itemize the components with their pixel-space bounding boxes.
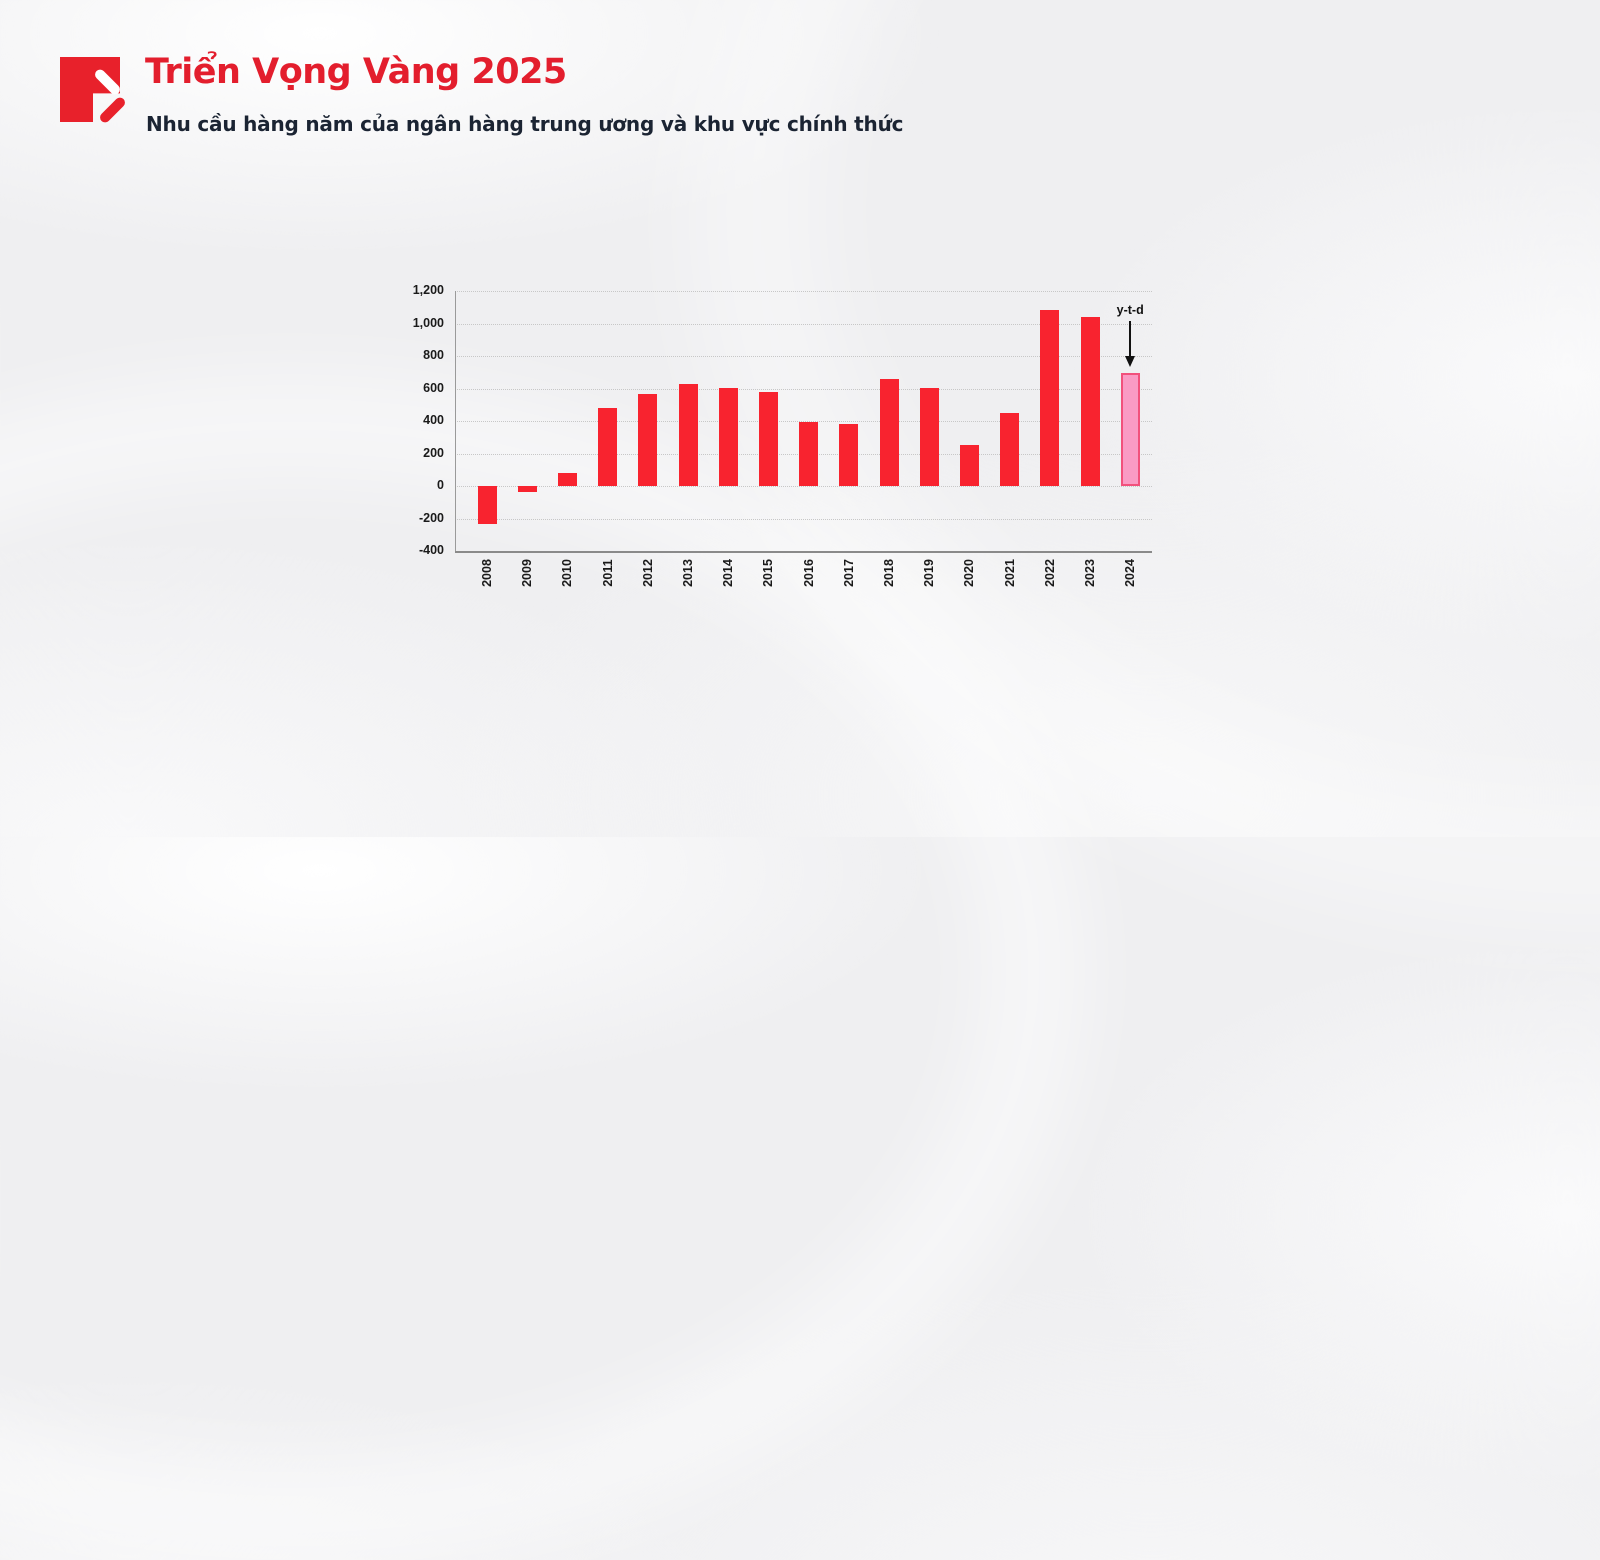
gridline-400	[455, 421, 1152, 422]
bar-2017	[839, 424, 859, 486]
x-axis-tick-2018: 2018	[882, 559, 896, 587]
bar-2024	[1120, 373, 1140, 486]
bar-2009	[517, 486, 537, 492]
x-axis-tick-2024: 2024	[1123, 559, 1138, 587]
x-axis-tick-2023: 2023	[1083, 559, 1097, 587]
bar-2023	[1080, 317, 1100, 486]
x-axis-tick-2008: 2008	[480, 559, 494, 587]
bar-2011	[598, 407, 618, 486]
bar-2018	[879, 379, 899, 486]
bar-2016	[799, 421, 819, 486]
y-axis-tick--400: -400	[418, 543, 444, 557]
x-axis-tick-2014: 2014	[721, 559, 736, 587]
gridline-600	[455, 388, 1152, 390]
bar-2010	[557, 473, 577, 486]
x-axis-tick-2021: 2021	[1002, 559, 1017, 587]
y-axis-tick-1000: 1,000	[412, 315, 444, 330]
bar-2019	[919, 387, 939, 486]
bar-2014	[718, 388, 738, 486]
bar-2022	[1040, 310, 1060, 486]
bar-chart: 1,200 1,000 800 600 400 200 0 -200 -400 2008 2009 2…	[386, 275, 1196, 605]
ytd-arrow-head-icon	[1125, 356, 1136, 368]
x-axis-tick-2012: 2012	[640, 559, 655, 587]
y-axis-tick-400: 400	[423, 413, 444, 427]
gridline-1000	[455, 323, 1152, 325]
y-axis-tick--200: -200	[418, 510, 444, 525]
bar-2015	[758, 391, 778, 486]
bar-2020	[959, 444, 979, 486]
x-axis-tick-2015: 2015	[761, 559, 776, 587]
logo-slash-red-icon	[98, 95, 127, 125]
y-axis-tick-200: 200	[423, 445, 444, 460]
ytd-arrow-line	[1129, 321, 1132, 358]
x-axis-tick-2020: 2020	[962, 559, 977, 587]
x-axis-tick-2013: 2013	[681, 559, 695, 587]
y-axis-tick-0: 0	[437, 478, 444, 492]
y-axis-tick-600: 600	[423, 380, 444, 395]
x-axis-tick-2016: 2016	[801, 559, 816, 587]
x-axis-tick-2009: 2009	[520, 559, 535, 587]
bar-2013	[678, 383, 698, 486]
gridline--400	[455, 551, 1152, 553]
x-axis-tick-2022: 2022	[1042, 559, 1057, 587]
chart-subtitle: Nhu cầu hàng năm của ngân hàng trung ươn…	[146, 112, 904, 136]
x-axis-tick-2011: 2011	[600, 559, 615, 587]
gridline-1200	[455, 291, 1152, 292]
x-axis-tick-2010: 2010	[560, 559, 575, 587]
bar-2021	[1000, 412, 1020, 486]
gridline-0	[455, 486, 1152, 487]
y-axis-tick-1200: 1,200	[412, 283, 444, 297]
bar-2008	[477, 486, 497, 525]
gridline--200	[455, 518, 1152, 520]
page-title: Triển Vọng Vàng 2025	[145, 52, 567, 92]
x-axis-tick-2019: 2019	[922, 559, 937, 587]
x-axis-tick-2017: 2017	[841, 559, 856, 587]
brand-logo	[60, 57, 127, 125]
y-axis-tick-800: 800	[423, 348, 444, 362]
y-axis-line	[455, 291, 456, 551]
bar-2012	[638, 393, 658, 486]
gridline-800	[455, 356, 1152, 357]
ytd-label: y-t-d	[1116, 303, 1144, 318]
